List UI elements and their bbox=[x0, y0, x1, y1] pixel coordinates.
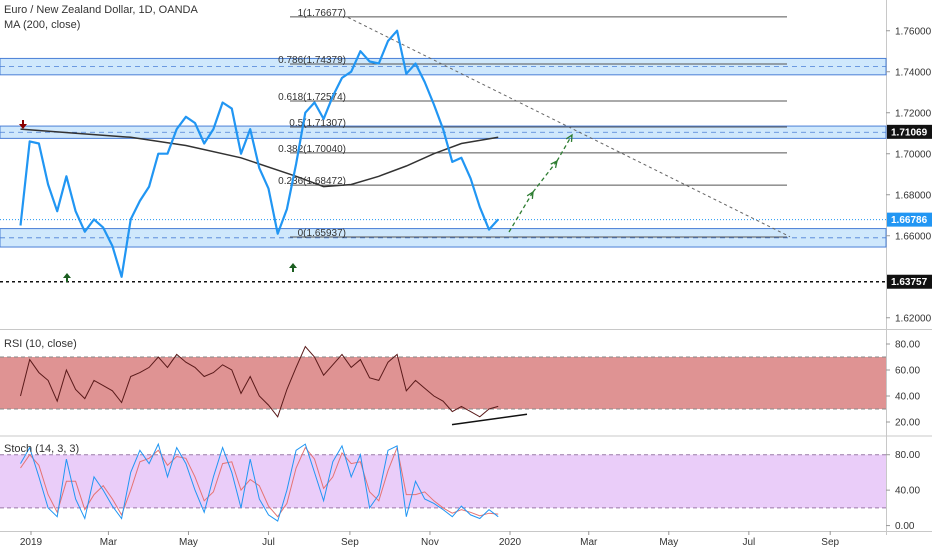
fib-level-label: 0.618(1.72574) bbox=[278, 92, 346, 103]
support-price-tag: 1.63757 bbox=[891, 277, 928, 288]
time-axis-label: May bbox=[179, 537, 198, 548]
sell-signal-arrow-icon bbox=[19, 120, 27, 129]
symbol-title: Euro / New Zealand Dollar, 1D, OANDA bbox=[4, 4, 198, 16]
projection-arrowhead bbox=[526, 190, 534, 200]
ma-price-tag: 1.71069 bbox=[891, 127, 928, 138]
rsi-band bbox=[0, 357, 886, 409]
stoch-d-line bbox=[20, 445, 499, 518]
last-price-tag: 1.66786 bbox=[891, 215, 928, 226]
rsi-legend: RSI (10, close) bbox=[4, 338, 77, 350]
time-axis-label: 2020 bbox=[499, 537, 522, 548]
time-axis-label: Nov bbox=[421, 537, 439, 548]
stoch-axis-label: 0.00 bbox=[895, 521, 915, 532]
time-axis-label: Jul bbox=[262, 537, 275, 548]
rsi-axis-label: 40.00 bbox=[895, 392, 920, 403]
rsi-divergence-line bbox=[451, 413, 528, 426]
rsi-axis-label: 20.00 bbox=[895, 418, 920, 429]
time-axis-label: Sep bbox=[341, 537, 359, 548]
price-axis-label: 1.72000 bbox=[895, 108, 932, 119]
support-price-tag-bg bbox=[887, 274, 932, 289]
projection-segment bbox=[532, 160, 558, 193]
rsi-axis-label: 80.00 bbox=[895, 340, 920, 351]
ma-legend: MA (200, close) bbox=[4, 19, 81, 31]
time-axis-label: Mar bbox=[100, 537, 118, 548]
trendline-dashed bbox=[347, 16, 791, 238]
price-axis-label: 1.68000 bbox=[895, 190, 932, 201]
projection-segment bbox=[556, 134, 573, 162]
stoch-k-line bbox=[20, 442, 499, 522]
time-axis-label: Mar bbox=[580, 537, 598, 548]
ma-price-tag-bg bbox=[887, 124, 932, 139]
projection-segment bbox=[508, 191, 534, 233]
fib-level-label: 0.5(1.71307) bbox=[289, 118, 346, 129]
stoch-legend: Stoch (14, 3, 3) bbox=[4, 443, 80, 455]
price-line bbox=[19, 29, 500, 278]
price-axis-label: 1.74000 bbox=[895, 67, 932, 78]
buy-signal-arrow-icon bbox=[63, 273, 71, 282]
price-axis-label: 1.62000 bbox=[895, 313, 932, 324]
time-axis-label: Sep bbox=[821, 537, 839, 548]
rsi-line bbox=[20, 345, 499, 418]
buy-signal-arrow-icon bbox=[289, 263, 297, 272]
stoch-axis-label: 40.00 bbox=[895, 486, 920, 497]
fib-level-label: 1(1.76677) bbox=[298, 8, 346, 19]
fib-level-label: 0(1.65937) bbox=[298, 228, 346, 239]
price-axis-label: 1.76000 bbox=[895, 26, 932, 37]
last-price-tag-bg bbox=[887, 212, 932, 227]
ma-200-line bbox=[20, 128, 499, 188]
time-axis-label: May bbox=[659, 537, 678, 548]
time-axis-label: Jul bbox=[742, 537, 755, 548]
projection-arrowhead bbox=[565, 133, 573, 143]
price-axis-label: 1.66000 bbox=[895, 231, 932, 242]
fib-level-label: 0.786(1.74379) bbox=[278, 55, 346, 66]
stoch-band bbox=[0, 454, 886, 508]
stoch-axis-label: 80.00 bbox=[895, 450, 920, 461]
fib-level-label: 0.382(1.70040) bbox=[278, 144, 346, 155]
time-axis-label: 2019 bbox=[20, 537, 43, 548]
price-axis-label: 1.70000 bbox=[895, 149, 932, 160]
rsi-axis-label: 60.00 bbox=[895, 366, 920, 377]
